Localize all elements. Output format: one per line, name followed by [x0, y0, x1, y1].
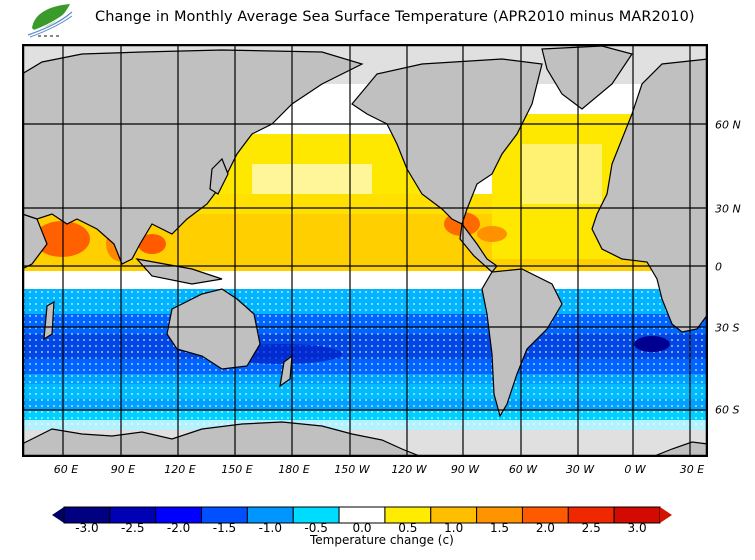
chart-title: Change in Monthly Average Sea Surface Te… [95, 9, 695, 25]
lat-label: 0 [715, 260, 722, 274]
map-frame [22, 44, 708, 457]
lat-label: 30 N [715, 202, 741, 216]
colorbar [52, 506, 672, 524]
colorbar-tick-label: -3.0 [75, 521, 99, 535]
land-arabia [22, 213, 48, 270]
lon-label: 180 E [278, 463, 310, 476]
colorbar-tick-label: -2.0 [166, 521, 191, 535]
land-new-zealand [279, 354, 293, 388]
colorbar-tick-label: 0.5 [398, 521, 418, 535]
land-japan [209, 157, 229, 195]
lon-label: 150 E [221, 463, 253, 476]
colorbar-tick-label: -2.5 [121, 521, 145, 535]
land-south-america [481, 268, 563, 418]
lat-label: 60 N [715, 118, 741, 132]
lon-label: 30 W [565, 463, 595, 476]
sst-change-map[interactable] [22, 44, 708, 457]
land-central-america [459, 222, 498, 273]
lon-label: 90 E [110, 463, 136, 476]
land-greenland [541, 45, 633, 110]
lat-label: 60 S [715, 403, 740, 417]
lon-label: 120 W [391, 463, 427, 476]
land-europe-africa [591, 58, 708, 333]
colorbar-tick-label: -0.5 [304, 521, 328, 535]
land-antarctica [22, 421, 423, 457]
lon-label: 30 E [679, 463, 705, 476]
land-north-america [351, 58, 543, 225]
colorbar-tick-label: 0.0 [352, 521, 372, 535]
colorbar-tick-label: 1.0 [444, 521, 464, 535]
lon-label: 60 W [508, 463, 538, 476]
colorbar-tick-label: -1.5 [212, 521, 237, 535]
land-indonesia [135, 258, 223, 285]
land-madagascar [43, 300, 55, 341]
observatory-logo [27, 4, 73, 38]
lon-label: 0 W [624, 463, 646, 476]
graticule [22, 44, 708, 457]
land-australia [166, 288, 261, 370]
colorbar-tick-label: -1.0 [258, 521, 283, 535]
lon-label: 120 E [164, 463, 196, 476]
colorbar-title: Temperature change (c) [310, 533, 454, 547]
colorbar-tick-label: 1.5 [489, 521, 510, 535]
colorbar-max-arrow [660, 507, 672, 523]
land-masses [22, 45, 708, 457]
colorbar-tick-label: 2.0 [535, 521, 555, 535]
land-antarctica-east [651, 441, 708, 457]
lon-label: 60 E [53, 463, 79, 476]
lat-label: 30 S [715, 321, 740, 335]
lon-label: 90 W [450, 463, 480, 476]
lon-label: 150 W [334, 463, 370, 476]
colorbar-min-arrow [52, 507, 64, 523]
land-asia [22, 49, 364, 265]
colorbar-tick-label: 3.0 [627, 521, 647, 535]
colorbar-tick-label: 2.5 [581, 521, 601, 535]
